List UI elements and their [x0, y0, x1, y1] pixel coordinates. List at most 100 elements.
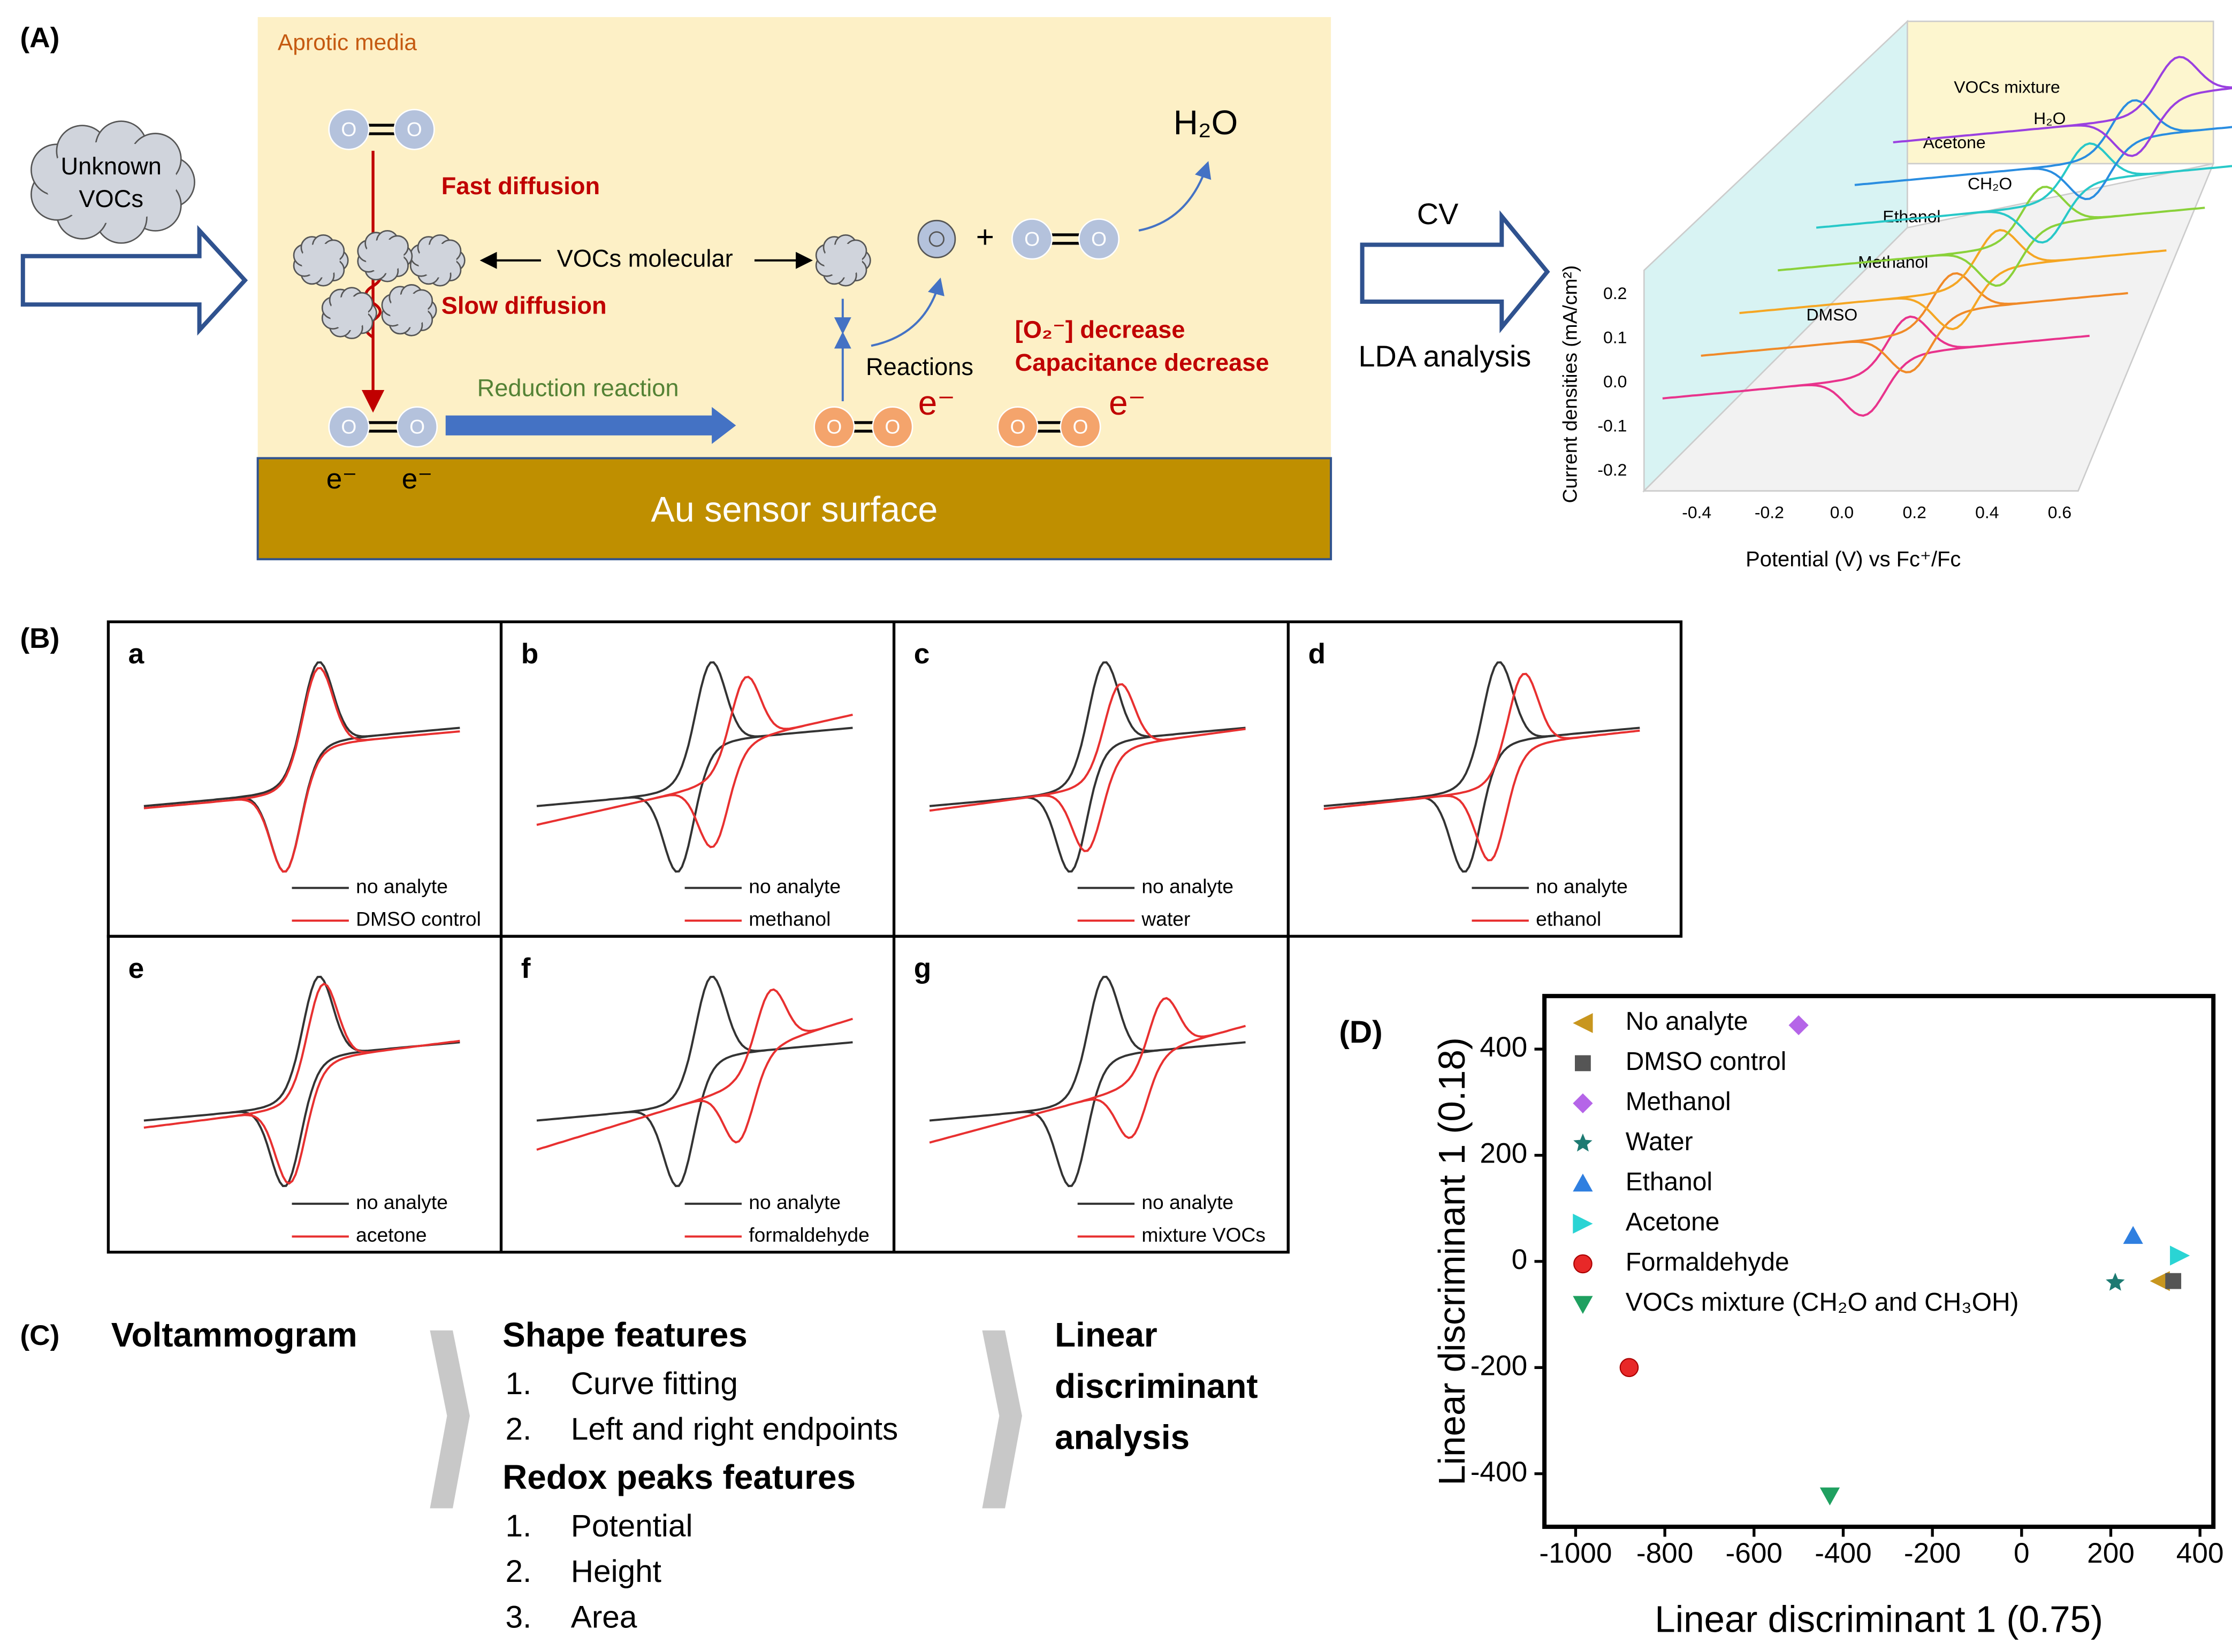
curve-label: H₂O: [2033, 109, 2066, 128]
cloud-body: [365, 239, 404, 273]
legend-label: ethanol: [1536, 908, 1601, 930]
cloud-body: [301, 243, 340, 278]
y-tick-label: 400: [1480, 1031, 1527, 1063]
item-text: Curve fitting: [571, 1366, 738, 1401]
x-axis-title: Linear discriminant 1 (0.75): [1655, 1598, 2103, 1640]
legend-label: VOCs mixture (CH₂O and CH₃OH): [1626, 1288, 2019, 1317]
atom: [1011, 218, 1053, 260]
cv-curve: [1739, 229, 2167, 331]
subplot-letter: d: [1308, 638, 1326, 670]
surface-label: Au sensor surface: [651, 490, 938, 530]
cv-curve: [143, 667, 460, 873]
legend-marker: [1573, 1013, 1593, 1033]
atom-label: O: [407, 118, 422, 141]
legend-label: no analyte: [1141, 875, 1233, 898]
reduction-arrow: [445, 407, 736, 444]
point: [1819, 1487, 1840, 1506]
chevron: [982, 1330, 1022, 1509]
curve-label: DMSO: [1807, 305, 1858, 324]
x-tick-label: 200: [2087, 1538, 2135, 1569]
legend-label: DMSO control: [356, 908, 481, 930]
x-tick-label: 0: [2014, 1538, 2030, 1569]
point: [2150, 1271, 2170, 1291]
atom: [328, 109, 370, 150]
y-tick-label: -0.1: [1597, 416, 1627, 435]
legend-marker: [1575, 1055, 1591, 1072]
atom-label: O: [341, 415, 356, 438]
sensor-surface: [256, 457, 1332, 561]
legend-label: Methanol: [1626, 1088, 1731, 1116]
atom: [1060, 406, 1101, 448]
subplot-letter: e: [128, 953, 144, 984]
legend-marker: [1573, 1173, 1593, 1192]
subplot-letter: f: [521, 953, 531, 984]
x-tick-label: -800: [1636, 1538, 1693, 1569]
cloud-body: [823, 243, 862, 278]
electron: e⁻: [402, 463, 433, 495]
plus: +: [976, 219, 994, 254]
item-text: Potential: [571, 1509, 693, 1543]
subplot-letter: b: [521, 638, 539, 670]
panel-b-frames: [106, 620, 1683, 1254]
item-number: 3.: [505, 1600, 531, 1634]
legend-label: no analyte: [749, 1191, 841, 1213]
cv-curve: [1854, 99, 2232, 201]
y-axis-title: Linear discriminant 1 (0.18): [1431, 1037, 1473, 1486]
panel-label: (C): [20, 1320, 59, 1351]
legend-label: methanol: [749, 908, 831, 930]
item-number: 2.: [505, 1554, 531, 1589]
legend-label: DMSO control: [1626, 1047, 1787, 1076]
curve-label: CH₂O: [1968, 174, 2012, 193]
legend-label: no analyte: [1141, 1191, 1233, 1213]
y-tick-label: 0.0: [1603, 372, 1627, 391]
panel-label: (B): [20, 623, 59, 654]
legend-label: no analyte: [749, 875, 841, 898]
fast-diffusion: Fast diffusion: [441, 172, 600, 200]
legend-marker: [1573, 1254, 1593, 1274]
product: H₂O: [1174, 103, 1238, 142]
x-tick-label: -0.2: [1755, 503, 1784, 522]
superoxide-complex: [917, 219, 956, 258]
cv-curve: [143, 661, 460, 873]
legend-label: formaldehyde: [749, 1223, 870, 1246]
legend-label: no analyte: [356, 875, 448, 898]
item-text: Height: [571, 1554, 661, 1589]
step-title: Redox peaks features: [502, 1458, 856, 1496]
electron: e⁻: [1109, 384, 1146, 422]
atom: [396, 406, 438, 448]
plot-wall: [1907, 20, 2214, 165]
cv-curve: [1816, 142, 2232, 244]
cv-curve: [536, 676, 853, 848]
legend-label: Formaldehyde: [1626, 1248, 1789, 1276]
point: [2165, 1273, 2182, 1289]
cv-curve: [1662, 315, 2090, 417]
item-number: 1.: [505, 1366, 531, 1401]
step-title: Voltammogram: [111, 1316, 357, 1354]
atom-label: O: [1010, 415, 1025, 438]
input-arrow: [20, 225, 248, 336]
cv-curve: [143, 982, 460, 1185]
curve-label: VOCs mixture: [1954, 77, 2060, 96]
arrow-label: CV: [1417, 197, 1459, 231]
cv-curve: [1323, 672, 1640, 862]
legend-label: water: [1141, 908, 1190, 930]
superoxide-complex: [928, 231, 944, 247]
reduction-label: Reduction reaction: [477, 374, 679, 402]
decrease-label: [O₂⁻] decrease: [1015, 316, 1185, 343]
cloud-body: [417, 243, 456, 278]
x-tick-label: -0.4: [1682, 503, 1711, 522]
point: [2106, 1272, 2125, 1291]
step-title: analysis: [1055, 1418, 1190, 1457]
media-box: [257, 17, 1331, 458]
cv-curve: [536, 975, 853, 1187]
atom: [813, 406, 855, 448]
x-tick-label: -600: [1726, 1538, 1782, 1569]
step-title: discriminant: [1055, 1367, 1258, 1405]
panel-label: (A): [20, 22, 59, 54]
subplot-letter: c: [914, 638, 930, 670]
atom: [328, 406, 370, 448]
x-tick-label: -1000: [1539, 1538, 1612, 1569]
y-tick-label: -400: [1471, 1456, 1527, 1488]
y-tick-label: 0: [1512, 1244, 1528, 1275]
